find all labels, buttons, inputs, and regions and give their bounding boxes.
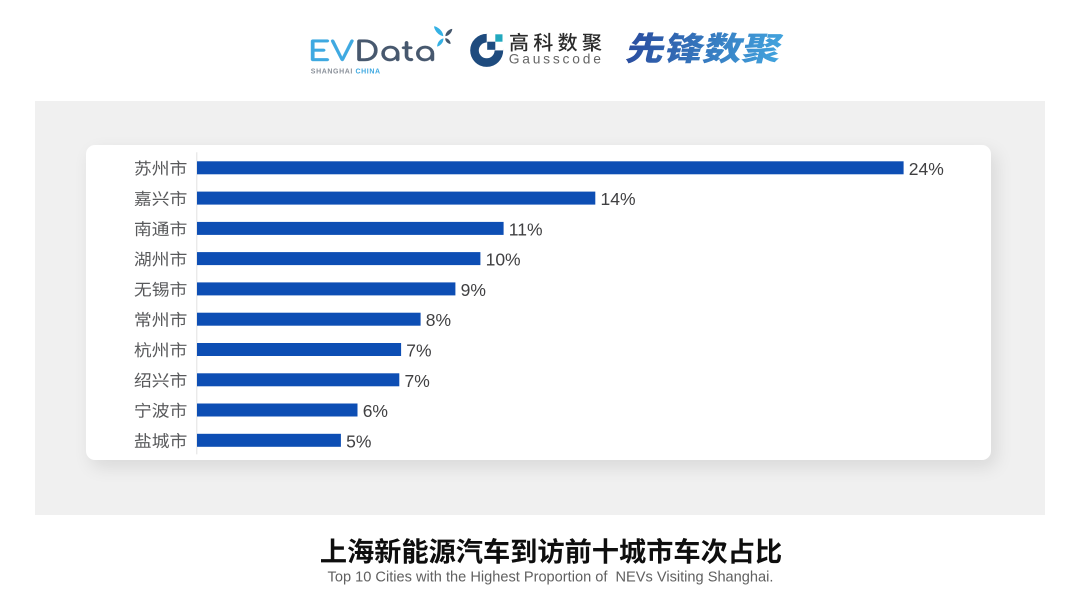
- svg-text:8%: 8%: [426, 310, 451, 330]
- svg-text:Gausscode: Gausscode: [509, 52, 604, 67]
- svg-text:14%: 14%: [601, 189, 636, 209]
- svg-text:9%: 9%: [461, 280, 486, 300]
- svg-text:Top 10 Cities with the Highest: Top 10 Cities with the Highest Proportio…: [328, 570, 774, 586]
- svg-text:5%: 5%: [346, 431, 371, 451]
- svg-text:SHANGHAI CHINA: SHANGHAI CHINA: [311, 68, 381, 75]
- svg-text:10%: 10%: [486, 250, 521, 270]
- svg-text:11%: 11%: [509, 219, 543, 239]
- svg-text:7%: 7%: [406, 341, 431, 361]
- svg-text:24%: 24%: [909, 159, 944, 179]
- svg-text:7%: 7%: [405, 371, 430, 391]
- svg-text:6%: 6%: [363, 401, 388, 421]
